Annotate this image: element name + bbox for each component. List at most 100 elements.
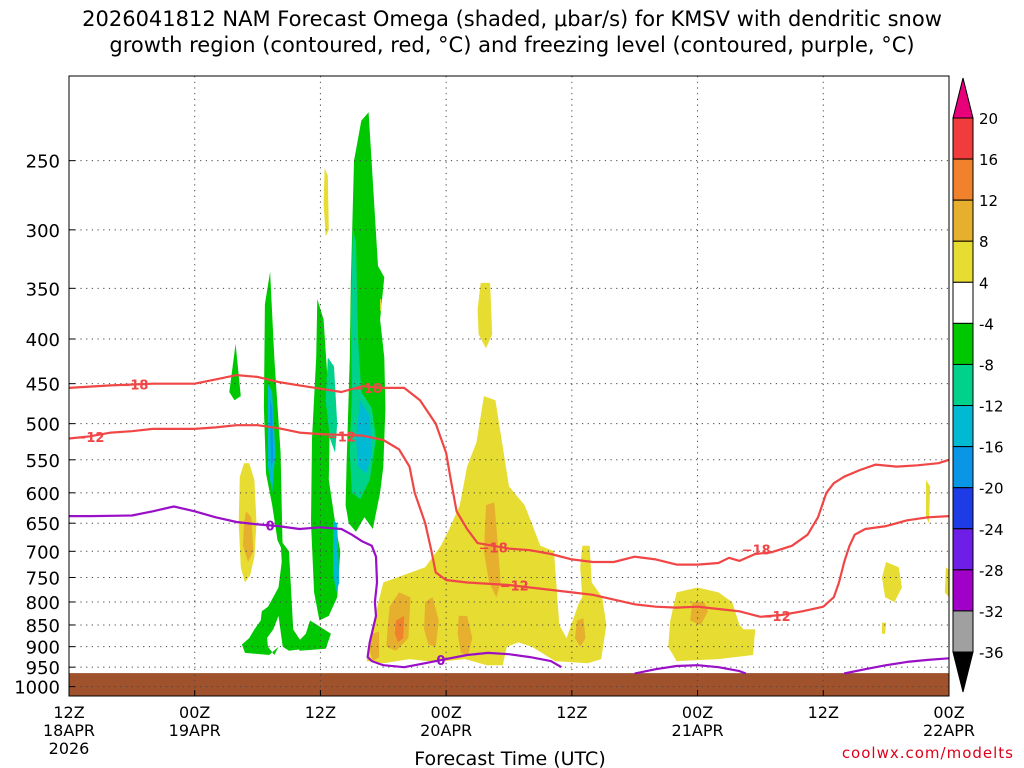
colorbar-label: -32 (979, 603, 1004, 621)
omega-region-28 (882, 562, 902, 602)
omega-region-0 (229, 343, 241, 401)
colorbar-segment (952, 405, 974, 448)
colorbar-segment (952, 240, 974, 283)
colorbar-label: -20 (979, 480, 1004, 498)
y-axis-ticks: 2503003504004505005506006507007508008509… (14, 152, 75, 699)
x-tick-label: 12Z (305, 703, 336, 722)
x-tick-label: 12Z (808, 703, 839, 722)
omega-region-23 (369, 631, 380, 662)
omega-shading (229, 112, 949, 666)
omega-region-20 (424, 597, 439, 647)
omega-region-19 (457, 615, 473, 655)
omega-region-22 (394, 615, 405, 643)
omega-region-12 (323, 168, 329, 237)
colorbar-label: 8 (979, 233, 989, 251)
contour-label: −18 (353, 382, 382, 397)
omega-region-1 (263, 271, 283, 552)
contour-label: 0 (436, 654, 445, 669)
omega-region-31 (882, 622, 887, 634)
colorbar-label: 4 (979, 274, 989, 292)
x-tick-label: 2026 (49, 739, 90, 758)
colorbar-label: -36 (979, 644, 1004, 662)
y-tick-label: 350 (26, 279, 60, 300)
omega-region-24 (580, 545, 593, 632)
colorbar-segment (952, 322, 974, 365)
colorbar-segment (952, 487, 974, 530)
y-tick-label: 1000 (14, 678, 60, 699)
colorbar-label: -8 (979, 356, 994, 374)
omega-region-7 (333, 520, 340, 593)
y-tick-label: 500 (26, 415, 60, 436)
y-tick-label: 700 (26, 542, 60, 563)
omega-region-14 (477, 282, 493, 349)
x-tick-label: 19APR (169, 721, 221, 740)
colorbar-label: 16 (979, 151, 998, 169)
contour-label: −18 (742, 544, 771, 559)
x-tick-label: 00Z (682, 703, 713, 722)
colorbar-segment (952, 117, 974, 160)
x-tick-label: 00Z (933, 703, 964, 722)
contour-label: −12 (327, 430, 356, 445)
omega-region-13 (380, 299, 382, 312)
x-tick-label: 00Z (430, 703, 461, 722)
colorbar-label: -28 (979, 562, 1004, 580)
omega-region-29 (926, 480, 931, 524)
colorbar-segment (952, 528, 974, 571)
y-tick-label: 600 (26, 484, 60, 505)
surface-ground (69, 673, 949, 696)
y-tick-label: 650 (26, 514, 60, 535)
x-axis-label: Forecast Time (UTC) (414, 748, 605, 768)
colorbar-label: 12 (979, 192, 998, 210)
chart-title: 2026041812 NAM Forecast Omega (shaded, μ… (82, 7, 942, 57)
colorbar-top-arrow (952, 77, 974, 119)
y-tick-label: 450 (26, 375, 60, 396)
y-tick-label: 750 (26, 568, 60, 589)
colorbar-segment (952, 363, 974, 407)
y-tick-label: 550 (26, 451, 60, 472)
plot-frame (68, 75, 950, 697)
colorbar-segment (952, 446, 974, 489)
contour-label: −12 (75, 431, 104, 446)
y-tick-label: 250 (26, 152, 60, 173)
omega-region-3 (270, 400, 274, 467)
omega-region-26 (668, 587, 756, 662)
contour--18 (69, 374, 949, 566)
colorbar-label: -24 (979, 521, 1004, 539)
y-tick-label: 850 (26, 616, 60, 637)
colorbar-segment (952, 199, 974, 242)
x-tick-label: 00Z (179, 703, 210, 722)
colorbar-segment (952, 281, 974, 324)
colorbar-segment (952, 158, 974, 201)
credit-text[interactable]: coolwx.com/modelts (841, 744, 1014, 762)
x-tick-label: 18APR (43, 721, 95, 740)
colorbar-label: 20 (979, 110, 998, 128)
colorbar-label: -4 (979, 315, 994, 333)
y-tick-label: 800 (26, 593, 60, 614)
x-tick-label: 12Z (556, 703, 587, 722)
y-tick-label: 300 (26, 221, 60, 242)
y-tick-label: 900 (26, 638, 60, 659)
omega-region-6 (325, 357, 338, 453)
colorbar-segment (952, 610, 974, 653)
contour-label: −12 (762, 610, 791, 625)
x-tick-label: 21APR (672, 721, 724, 740)
y-tick-label: 950 (26, 658, 60, 679)
y-tick-label: 400 (26, 330, 60, 351)
x-tick-label: 22APR (923, 721, 975, 740)
colorbar: 20 16 12 8 4 -4 -8 -12 -16 -20 -24 -28 -32 -36 (952, 77, 1004, 693)
contour--12 (69, 424, 949, 618)
contour-label: −18 (479, 541, 508, 556)
colorbar-label: -12 (979, 398, 1004, 416)
contour-label: −12 (500, 579, 529, 594)
colorbar-bottom-arrow (952, 651, 974, 693)
contour-0c (843, 657, 949, 675)
omega-region-30 (944, 567, 949, 598)
contour-0 (69, 505, 562, 669)
contour-label: 0 (266, 520, 275, 535)
omega-region-18 (483, 502, 501, 598)
omega-region-8 (297, 620, 331, 651)
x-tick-label: 20APR (420, 721, 472, 740)
contour-0b (634, 664, 747, 675)
